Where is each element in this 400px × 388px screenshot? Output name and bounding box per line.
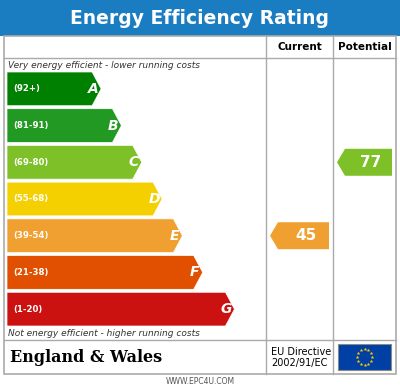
Text: (92+): (92+) (13, 84, 40, 94)
Polygon shape (337, 149, 392, 176)
Text: 45: 45 (295, 228, 316, 243)
Text: A: A (88, 82, 98, 96)
Polygon shape (7, 146, 142, 179)
Polygon shape (270, 222, 329, 249)
Bar (4, 36, 396, 374)
Text: (55-68): (55-68) (13, 194, 48, 203)
Bar (0, 0, 400, 36)
Text: WWW.EPC4U.COM: WWW.EPC4U.COM (166, 376, 234, 386)
Text: (39-54): (39-54) (13, 231, 48, 240)
Polygon shape (7, 109, 122, 142)
Text: C: C (129, 155, 139, 169)
Polygon shape (7, 182, 162, 216)
Text: (21-38): (21-38) (13, 268, 48, 277)
Bar (338, 344, 391, 370)
Text: EU Directive: EU Directive (271, 347, 331, 357)
Text: England & Wales: England & Wales (10, 348, 162, 365)
Text: (1-20): (1-20) (13, 305, 42, 314)
Text: Current: Current (277, 42, 322, 52)
Text: 77: 77 (360, 155, 381, 170)
Text: (81-91): (81-91) (13, 121, 48, 130)
Text: Very energy efficient - lower running costs: Very energy efficient - lower running co… (8, 61, 200, 69)
Polygon shape (7, 292, 234, 326)
Polygon shape (7, 219, 182, 253)
Polygon shape (7, 256, 203, 289)
Text: 2002/91/EC: 2002/91/EC (271, 358, 327, 368)
Text: G: G (221, 302, 232, 316)
Text: F: F (190, 265, 200, 279)
Text: Energy Efficiency Rating: Energy Efficiency Rating (70, 9, 330, 28)
Polygon shape (7, 72, 101, 106)
Text: Not energy efficient - higher running costs: Not energy efficient - higher running co… (8, 329, 200, 338)
Text: Potential: Potential (338, 42, 391, 52)
Text: (69-80): (69-80) (13, 158, 48, 167)
Text: E: E (170, 229, 179, 243)
Text: B: B (108, 119, 119, 133)
Text: D: D (148, 192, 160, 206)
